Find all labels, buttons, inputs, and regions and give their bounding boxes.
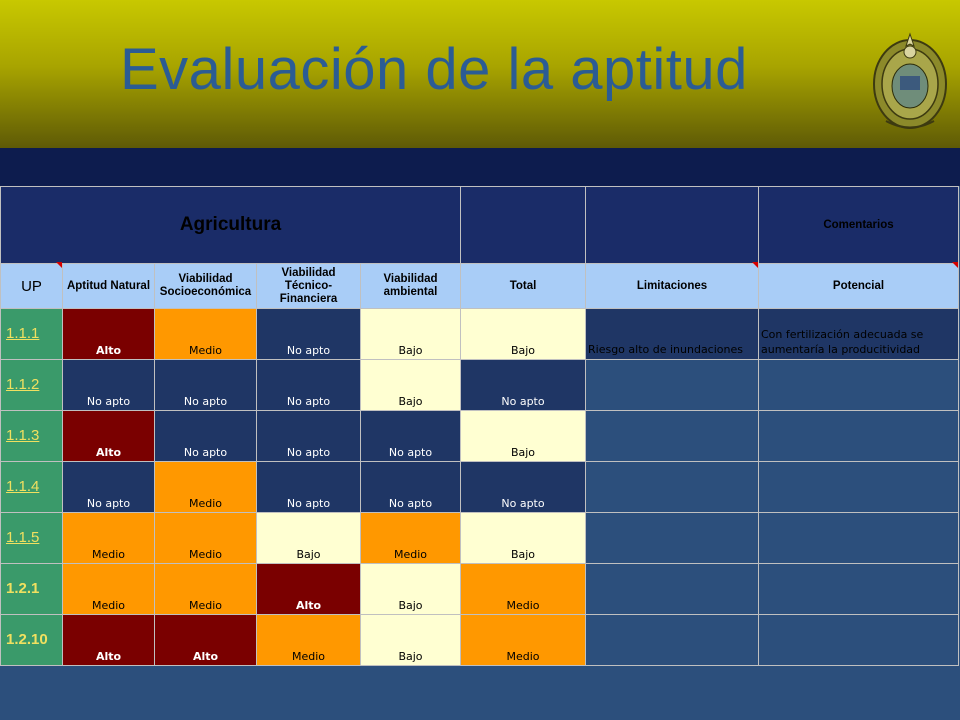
table-row: 1.2.1 Medio Medio Alto Bajo Medio bbox=[0, 563, 959, 615]
tecnico-financiera-cell: Bajo bbox=[256, 512, 361, 564]
tecnico-financiera-cell: Alto bbox=[256, 563, 361, 615]
agriculture-header: Agricultura bbox=[0, 186, 461, 264]
up-cell[interactable]: 1.1.5 bbox=[0, 512, 63, 564]
up-cell[interactable]: 1.1.4 bbox=[0, 461, 63, 513]
total-cell: No apto bbox=[460, 359, 586, 411]
socioeconomica-cell: Medio bbox=[154, 308, 257, 360]
ambiental-cell: No apto bbox=[360, 461, 461, 513]
col-header-limitaciones: Limitaciones bbox=[585, 263, 759, 309]
up-cell[interactable]: 1.1.3 bbox=[0, 410, 63, 462]
limitaciones-cell bbox=[585, 359, 759, 411]
university-seal-icon bbox=[873, 32, 947, 129]
potencial-cell bbox=[758, 410, 959, 462]
tecnico-financiera-cell: No apto bbox=[256, 410, 361, 462]
tecnico-financiera-cell: No apto bbox=[256, 461, 361, 513]
total-cell: Bajo bbox=[460, 512, 586, 564]
col-header-aptitud-natural: Aptitud Natural bbox=[62, 263, 155, 309]
limitaciones-cell bbox=[585, 410, 759, 462]
aptitude-table: Agricultura Comentarios UP Aptitud Natur… bbox=[0, 186, 959, 666]
limitaciones-cell: Riesgo alto de inundaciones bbox=[585, 308, 759, 360]
socioeconomica-cell: Medio bbox=[154, 512, 257, 564]
ambiental-cell: No apto bbox=[360, 410, 461, 462]
limitaciones-cell bbox=[585, 461, 759, 513]
total-cell: Bajo bbox=[460, 308, 586, 360]
comment-marker bbox=[952, 262, 958, 268]
table-row: 1.1.3 Alto No apto No apto No apto Bajo bbox=[0, 410, 959, 462]
slide-title: Evaluación de la aptitud bbox=[120, 37, 748, 102]
total-cell: Bajo bbox=[460, 410, 586, 462]
col-header-up: UP bbox=[0, 263, 63, 309]
potencial-cell bbox=[758, 512, 959, 564]
limitaciones-cell bbox=[585, 512, 759, 564]
socioeconomica-cell: No apto bbox=[154, 359, 257, 411]
limitaciones-cell bbox=[585, 614, 759, 666]
ambiental-cell: Bajo bbox=[360, 359, 461, 411]
comments-header: Comentarios bbox=[758, 186, 959, 264]
col-header-viabilidad-ambiental: Viabilidad ambiental bbox=[360, 263, 461, 309]
column-header-row: UP Aptitud Natural Viabilidad Socioeconó… bbox=[0, 263, 959, 309]
potencial-cell bbox=[758, 563, 959, 615]
blank-header-2 bbox=[585, 186, 759, 264]
table-group-header-row: Agricultura Comentarios bbox=[0, 186, 959, 264]
table-row: 1.1.1 Alto Medio No apto Bajo Bajo Riesgo alto… bbox=[0, 308, 959, 360]
aptitud-natural-cell: Alto bbox=[62, 410, 155, 462]
comment-marker bbox=[56, 262, 62, 268]
ambiental-cell: Bajo bbox=[360, 308, 461, 360]
total-cell: Medio bbox=[460, 563, 586, 615]
slide-header: Evaluación de la aptitud bbox=[0, 0, 960, 148]
up-cell[interactable]: 1.1.2 bbox=[0, 359, 63, 411]
ambiental-cell: Medio bbox=[360, 512, 461, 564]
total-cell: Medio bbox=[460, 614, 586, 666]
tecnico-financiera-cell: No apto bbox=[256, 308, 361, 360]
ambiental-cell: Bajo bbox=[360, 614, 461, 666]
aptitud-natural-cell: Medio bbox=[62, 563, 155, 615]
table-row: 1.2.10 Alto Alto Medio Bajo Medio bbox=[0, 614, 959, 666]
aptitud-natural-cell: Alto bbox=[62, 308, 155, 360]
table-row: 1.1.2 No apto No apto No apto Bajo No apto bbox=[0, 359, 959, 411]
aptitud-natural-cell: No apto bbox=[62, 359, 155, 411]
limitaciones-cell bbox=[585, 563, 759, 615]
table-row: 1.1.5 Medio Medio Bajo Medio Bajo bbox=[0, 512, 959, 564]
up-cell[interactable]: 1.1.1 bbox=[0, 308, 63, 360]
tecnico-financiera-cell: No apto bbox=[256, 359, 361, 411]
comment-marker bbox=[752, 262, 758, 268]
potencial-cell bbox=[758, 359, 959, 411]
socioeconomica-cell: No apto bbox=[154, 410, 257, 462]
up-cell: 1.2.10 bbox=[0, 614, 63, 666]
aptitud-natural-cell: Alto bbox=[62, 614, 155, 666]
col-header-viabilidad-socioeconomica: Viabilidad Socioeconómica bbox=[154, 263, 257, 309]
up-cell: 1.2.1 bbox=[0, 563, 63, 615]
potencial-cell: Con fertilización adecuada se aumentaría… bbox=[758, 308, 959, 360]
potencial-cell bbox=[758, 461, 959, 513]
socioeconomica-cell: Medio bbox=[154, 563, 257, 615]
dark-band bbox=[0, 148, 960, 186]
table-row: 1.1.4 No apto Medio No apto No apto No apto bbox=[0, 461, 959, 513]
potencial-cell bbox=[758, 614, 959, 666]
tecnico-financiera-cell: Medio bbox=[256, 614, 361, 666]
total-cell: No apto bbox=[460, 461, 586, 513]
aptitud-natural-cell: No apto bbox=[62, 461, 155, 513]
col-header-potencial: Potencial bbox=[758, 263, 959, 309]
socioeconomica-cell: Medio bbox=[154, 461, 257, 513]
col-header-total: Total bbox=[460, 263, 586, 309]
aptitud-natural-cell: Medio bbox=[62, 512, 155, 564]
col-header-viabilidad-tecnico-financiera: Viabilidad Técnico-Financiera bbox=[256, 263, 361, 309]
ambiental-cell: Bajo bbox=[360, 563, 461, 615]
socioeconomica-cell: Alto bbox=[154, 614, 257, 666]
blank-header-1 bbox=[460, 186, 586, 264]
